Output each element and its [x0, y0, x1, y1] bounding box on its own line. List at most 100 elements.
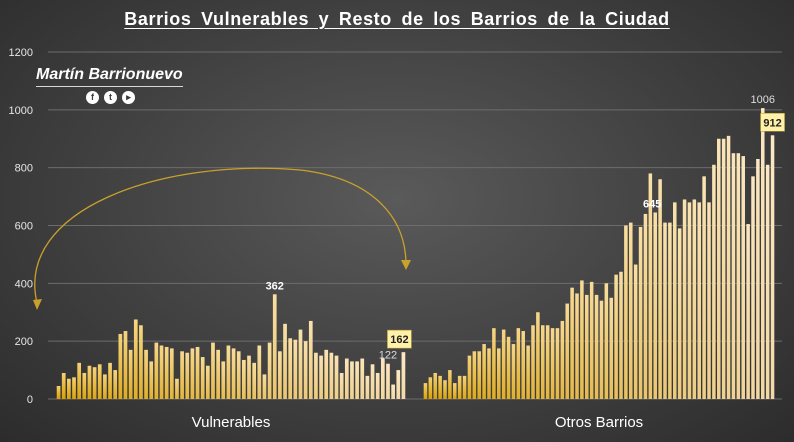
facebook-icon[interactable]: f: [86, 91, 99, 104]
arrow-head-right: [401, 260, 411, 270]
bar: [350, 361, 354, 399]
data-labels: 362 122 162 645 1006 912: [266, 94, 785, 362]
data-label: 1006: [751, 94, 775, 106]
bar: [308, 320, 313, 399]
bar: [236, 351, 241, 399]
bar: [692, 199, 697, 399]
bar: [594, 294, 599, 399]
bar: [511, 344, 516, 399]
bar: [92, 367, 97, 399]
y-tick-label: 1000: [9, 105, 33, 117]
bar: [113, 370, 118, 399]
bar: [123, 331, 128, 399]
bar: [144, 349, 148, 399]
twitter-icon[interactable]: t: [104, 91, 117, 104]
bar: [443, 380, 447, 399]
highlight-label-box: [387, 329, 412, 349]
bar: [360, 358, 365, 399]
bar: [731, 153, 736, 399]
bar: [226, 345, 231, 399]
bar: [67, 378, 71, 399]
bar: [536, 312, 540, 399]
y-tick-label: 600: [15, 221, 33, 233]
bar: [396, 370, 401, 399]
bar: [423, 383, 428, 399]
bar: [653, 212, 657, 399]
bar: [770, 135, 775, 399]
brand-logo: Martín Barrionuevo f t ▸: [36, 66, 206, 104]
bar: [438, 375, 442, 399]
bar: [643, 213, 648, 399]
arrow-head-left: [33, 299, 42, 310]
bar: [497, 348, 501, 399]
bar: [380, 358, 385, 399]
bar: [467, 355, 472, 399]
bar: [570, 287, 574, 399]
bar: [61, 372, 66, 399]
bar: [231, 348, 236, 399]
bar: [736, 153, 741, 399]
bar: [619, 271, 623, 399]
data-label: 362: [266, 280, 284, 292]
data-label: 912: [763, 117, 781, 129]
bar: [501, 329, 506, 399]
bar: [72, 377, 76, 399]
bar: [585, 294, 589, 399]
bar: [272, 294, 277, 399]
bar: [401, 352, 406, 399]
bar: [314, 352, 318, 399]
bar: [697, 202, 701, 399]
bar: [550, 328, 555, 399]
bar: [365, 375, 370, 399]
bars: [56, 108, 775, 400]
bar: [77, 362, 82, 399]
bar: [487, 348, 491, 399]
bar: [580, 280, 584, 399]
bar: [375, 372, 380, 399]
youtube-icon[interactable]: ▸: [122, 91, 135, 104]
bar: [262, 374, 267, 399]
brand-name: Martín Barrionuevo: [36, 66, 183, 87]
curved-arrow: [33, 167, 411, 310]
y-tick-label: 1200: [9, 47, 33, 59]
bar: [278, 351, 282, 399]
bar: [334, 355, 339, 399]
bar: [746, 224, 750, 399]
bar: [658, 179, 662, 399]
bar: [756, 158, 760, 399]
bar: [477, 351, 481, 399]
bar: [668, 222, 672, 399]
arrow-curve: [34, 167, 407, 304]
bar: [765, 164, 770, 399]
bar: [149, 361, 154, 399]
bar: [185, 352, 190, 399]
bar: [687, 202, 692, 399]
bar: [614, 274, 618, 399]
bar: [702, 176, 706, 399]
bar: [751, 176, 755, 399]
bar: [355, 361, 359, 399]
bar: [87, 365, 92, 399]
bar: [682, 199, 687, 399]
y-tick-label: 0: [27, 394, 33, 406]
bar: [541, 325, 545, 399]
bar: [221, 361, 226, 399]
bar: [324, 349, 329, 399]
bar: [433, 372, 437, 399]
bar: [721, 138, 726, 399]
bar: [190, 348, 195, 399]
chart-title: Barrios Vulnerables y Resto de los Barri…: [124, 9, 670, 29]
bar: [531, 325, 535, 399]
bar: [741, 156, 745, 399]
bar: [97, 364, 102, 399]
bar: [673, 202, 677, 399]
bar: [56, 385, 61, 399]
bar: [108, 362, 112, 399]
bar: [712, 164, 716, 399]
bar: [283, 323, 287, 399]
bar: [560, 320, 565, 399]
bar: [462, 375, 467, 399]
bar: [242, 359, 246, 399]
y-tick-label: 200: [15, 336, 33, 348]
